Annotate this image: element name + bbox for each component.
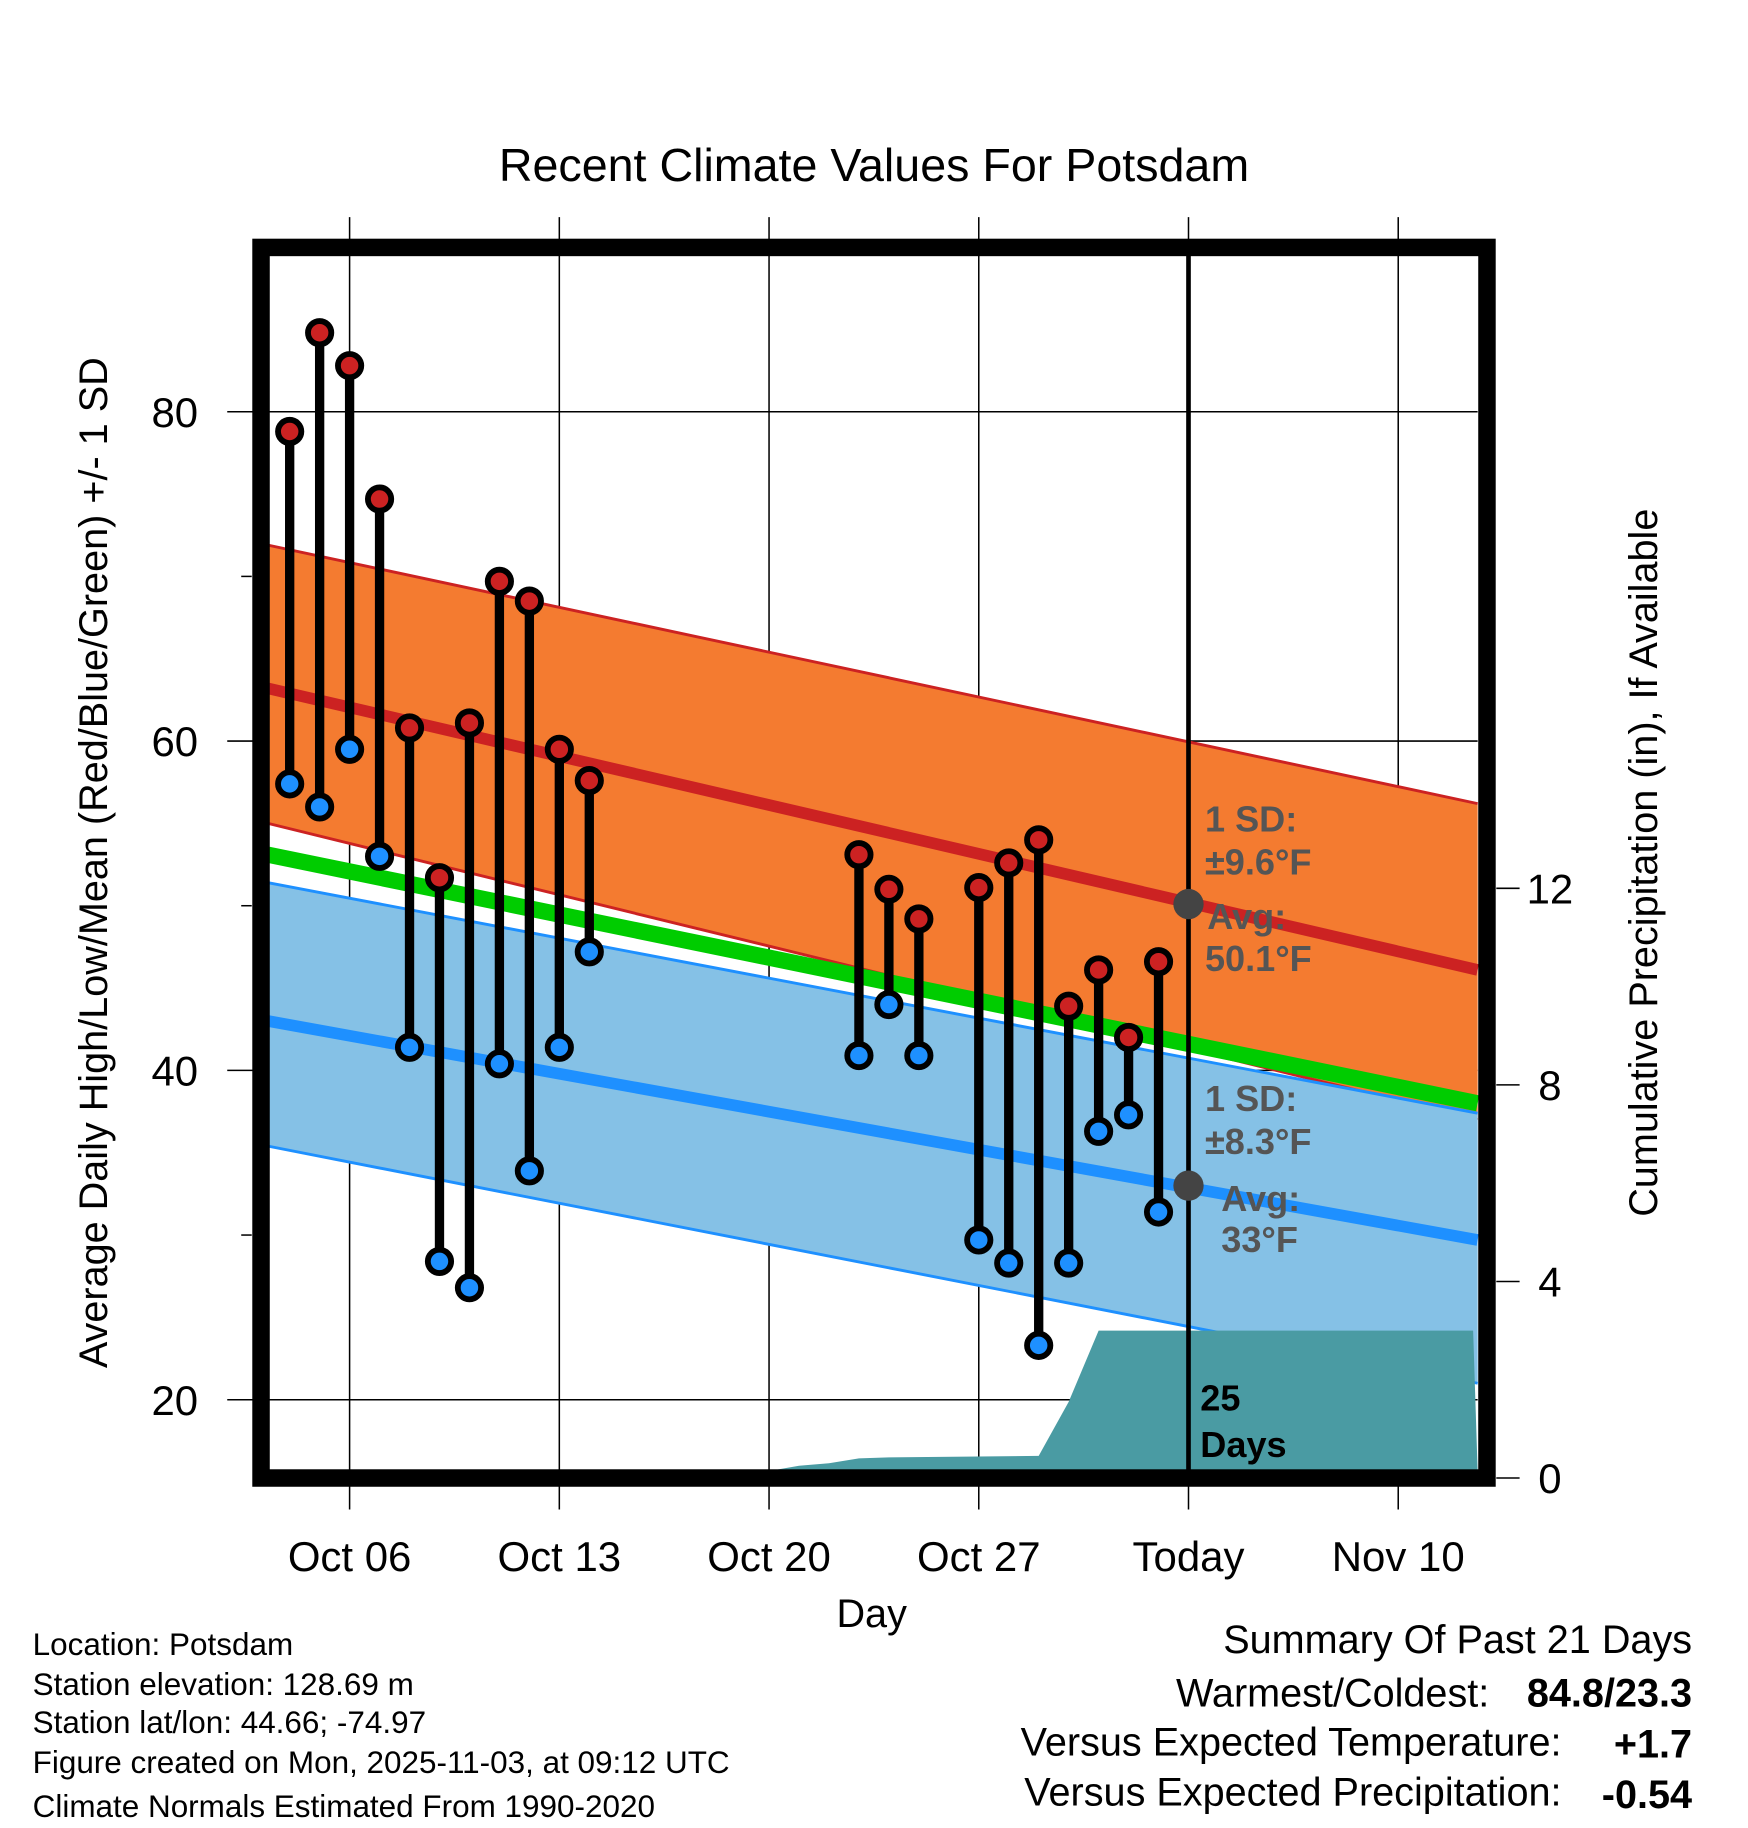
x-tick-label: Oct 20: [707, 1533, 831, 1580]
precip-area: [268, 1330, 1478, 1472]
normal-bands: [266, 543, 1480, 1385]
obs-high-point: [364, 484, 395, 514]
x-tick-label: Oct 27: [917, 1533, 1041, 1580]
obs-low-point: [275, 769, 305, 799]
obs-low-point: [1054, 1248, 1084, 1278]
x-tick-label: Today: [1133, 1533, 1245, 1580]
obs-low-point: [1114, 1100, 1144, 1130]
normals-text: Climate Normals Estimated From 1990-2020: [33, 1789, 655, 1824]
axes: 20 40 60 80 0 4 8 12 Oct 06 Oct 13 Oct 20 Oct 27 Tod…: [151, 238, 1574, 1580]
x-tick-label: Oct 13: [498, 1533, 622, 1580]
obs-low-point: [964, 1225, 994, 1255]
obs-low-point: [454, 1273, 485, 1303]
location-text: Location: Potsdam: [33, 1627, 294, 1662]
low-sd-label: 1 SD:: [1205, 1078, 1297, 1119]
obs-low-point: [1024, 1330, 1054, 1360]
x-tick-label: Oct 06: [288, 1533, 412, 1580]
chart-title: Recent Climate Values For Potsdam: [499, 139, 1249, 191]
days-word: Days: [1200, 1424, 1286, 1465]
obs-low-point: [544, 1032, 574, 1062]
obs-high-point: [1024, 825, 1054, 855]
obs-low-point: [844, 1041, 874, 1071]
obs-low-point: [574, 937, 604, 967]
obs-high-point: [904, 904, 934, 934]
temp-value: +1.7: [1614, 1723, 1692, 1767]
y-axis-label: Average Daily High/Low/Mean (Red/Blue/Gr…: [72, 357, 116, 1368]
warmest-label: Warmest/Coldest:: [1176, 1671, 1489, 1715]
obs-high-point: [1084, 955, 1114, 985]
high-avg-label: Avg:: [1207, 896, 1286, 937]
high-avg-marker: [1173, 888, 1204, 920]
obs-high-point: [994, 848, 1024, 878]
obs-low-point: [305, 792, 335, 822]
obs-low-point: [364, 841, 395, 871]
high-sd-value: ±9.6°F: [1205, 841, 1312, 882]
y-tick-label: 60: [151, 718, 198, 765]
obs-low-point: [1143, 1197, 1174, 1227]
obs-high-point: [1114, 1022, 1144, 1053]
obs-low-point: [904, 1041, 934, 1071]
precip-cumulative-area: [268, 1330, 1478, 1472]
summary: Summary Of Past 21 Days Warmest/Coldest:…: [1021, 1618, 1692, 1817]
low-avg-marker: [1173, 1170, 1204, 1201]
obs-high-point: [424, 863, 455, 893]
x-tick-label: Nov 10: [1332, 1533, 1465, 1580]
obs-low-point: [394, 1032, 425, 1062]
obs-high-point: [305, 318, 335, 348]
obs-high-point: [335, 351, 365, 381]
x-axis-label: Day: [836, 1592, 907, 1636]
obs-high-point: [454, 708, 485, 738]
obs-high-point: [964, 873, 994, 903]
low-sd-value: ±8.3°F: [1205, 1121, 1312, 1162]
plot-frame: [252, 238, 1496, 1487]
y2-tick-label: 12: [1527, 865, 1574, 912]
obs-high-point: [574, 766, 604, 796]
summary-title: Summary Of Past 21 Days: [1223, 1618, 1692, 1662]
obs-high-point: [514, 586, 544, 616]
days-count: 25: [1200, 1377, 1240, 1418]
high-avg-value: 50.1°F: [1205, 938, 1312, 979]
obs-high-point: [484, 566, 514, 596]
y-tick-label: 80: [151, 389, 198, 436]
annotations: 1 SD: ±9.6°F Avg: 50.1°F 1 SD: ±8.3°F Av…: [1200, 798, 1311, 1465]
precip-value: -0.54: [1602, 1773, 1692, 1817]
y2-tick-label: 8: [1538, 1062, 1561, 1109]
obs-low-point: [1084, 1116, 1114, 1146]
high-upper-line: [267, 543, 1478, 806]
obs-high-point: [544, 734, 574, 764]
created-text: Figure created on Mon, 2025-11-03, at 09…: [33, 1745, 730, 1780]
high-sd-label: 1 SD:: [1205, 798, 1297, 839]
observations: [275, 254, 1204, 1472]
y2-tick-label: 0: [1538, 1455, 1561, 1502]
obs-low-point: [994, 1248, 1024, 1278]
y-tick-label: 20: [151, 1377, 198, 1424]
elevation-text: Station elevation: 128.69 m: [33, 1667, 414, 1702]
y2-axis-label: Cumulative Precipitation (in), If Availa…: [1622, 509, 1666, 1217]
obs-high-point: [844, 840, 874, 870]
latlon-text: Station lat/lon: 44.66; -74.97: [33, 1705, 426, 1740]
warmest-value: 84.8/23.3: [1527, 1671, 1692, 1715]
precip-label: Versus Expected Precipitation:: [1024, 1770, 1561, 1814]
low-avg-label: Avg:: [1221, 1178, 1300, 1219]
temp-label: Versus Expected Temperature:: [1021, 1720, 1562, 1764]
obs-low-point: [514, 1156, 544, 1186]
y-tick-label: 40: [151, 1048, 198, 1095]
obs-low-point: [874, 989, 904, 1020]
obs-high-point: [394, 713, 425, 743]
obs-high-point: [1054, 991, 1084, 1021]
obs-high-point: [874, 874, 904, 904]
obs-low-point: [424, 1246, 455, 1276]
y2-tick-label: 4: [1538, 1259, 1561, 1306]
obs-high-point: [1143, 947, 1174, 977]
obs-low-point: [484, 1049, 514, 1079]
obs-high-point: [275, 416, 305, 447]
obs-low-point: [335, 734, 365, 764]
low-avg-value: 33°F: [1221, 1219, 1298, 1260]
station-info: Location: Potsdam Station elevation: 128…: [33, 1627, 730, 1824]
